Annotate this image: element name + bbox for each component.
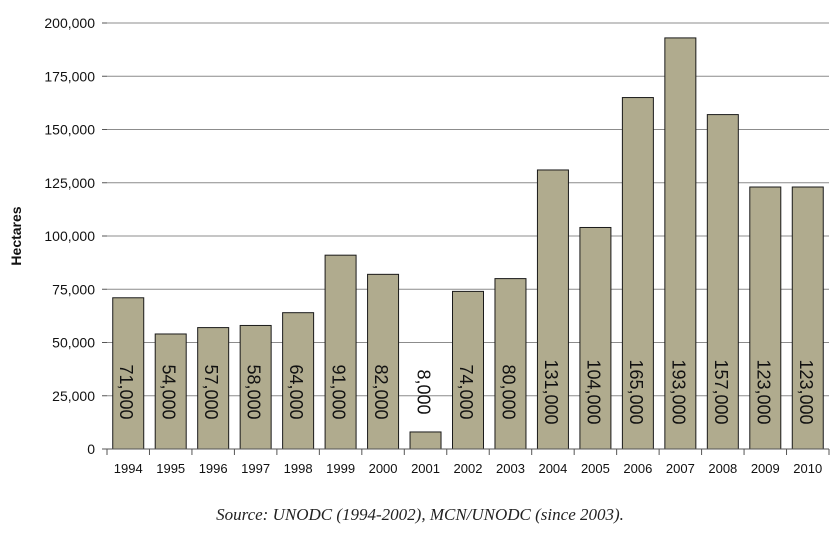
x-tick-label: 2008 [708,461,737,476]
data-label-1998: 64,000 [286,364,306,419]
data-label-1994: 71,000 [116,364,136,419]
y-axis-label: Hectares [8,206,24,265]
x-tick-label: 1998 [284,461,313,476]
x-tick-label: 2004 [538,461,567,476]
data-label-2007: 193,000 [668,359,688,424]
bar-2008 [706,114,739,450]
x-tick-label: 2010 [793,461,822,476]
y-tick-label: 175,000 [44,68,95,84]
bar-2004 [536,169,569,450]
data-label-2006: 165,000 [626,359,646,424]
y-axis-ticks: 0 25,000 50,000 75,000 100,000 125,000 150,000… [44,15,107,457]
bar-1998 [282,312,315,450]
bar-2009 [749,186,782,450]
data-label-1995: 54,000 [159,364,179,419]
bar-1996 [197,327,230,450]
source-note: Source: UNODC (1994-2002), MCN/UNODC (si… [216,505,624,524]
x-tick-label: 2001 [411,461,440,476]
y-tick-label: 200,000 [44,15,95,31]
data-labels: 71,000 54,000 57,000 58,000 64,000 91,000 82,0… [116,359,816,424]
data-label-2000: 82,000 [371,364,391,419]
bars [112,37,824,450]
data-label-1996: 57,000 [201,364,221,419]
x-tick-label: 2003 [496,461,525,476]
data-label-2009: 123,000 [753,359,773,424]
bar-2007 [664,37,697,450]
x-tick-label: 2006 [623,461,652,476]
x-tick-label: 1995 [156,461,185,476]
y-tick-label: 100,000 [44,228,95,244]
x-tick-label: 2000 [369,461,398,476]
data-label-2010: 123,000 [796,359,816,424]
bar-2000 [367,273,400,450]
bar-2005 [579,226,612,450]
y-tick-label: 0 [87,441,95,457]
bar-2003 [494,278,527,450]
y-tick-label: 50,000 [52,335,95,351]
y-tick-label: 125,000 [44,175,95,191]
data-label-2008: 157,000 [711,359,731,424]
bar-1994 [112,297,145,450]
x-axis-ticks: 1994 1995 1996 1997 1998 1999 2000 2001 2002 2003… [106,449,830,476]
data-label-2001: 8,000 [414,369,434,414]
data-label-2004: 131,000 [541,359,561,424]
data-label-2002: 74,000 [456,364,476,419]
chart: 71,000 54,000 57,000 58,000 64,000 91,000 82,0… [8,15,830,476]
data-label-1997: 58,000 [244,364,264,419]
bar-2002 [452,290,484,450]
data-label-2003: 80,000 [498,364,518,419]
x-tick-label: 2009 [751,461,780,476]
y-tick-label: 150,000 [44,122,95,138]
data-label-2005: 104,000 [583,359,603,424]
x-tick-label: 2007 [666,461,695,476]
x-tick-label: 1999 [326,461,355,476]
x-tick-label: 1994 [114,461,143,476]
data-label-1999: 91,000 [329,364,349,419]
x-tick-label: 1996 [199,461,228,476]
y-tick-label: 75,000 [52,281,95,297]
bar-2006 [621,97,654,450]
x-tick-label: 1997 [241,461,270,476]
bar-2010 [791,186,824,450]
x-tick-label: 2005 [581,461,610,476]
bar-1999 [324,254,357,450]
x-tick-label: 2002 [454,461,483,476]
bar-2001 [409,431,442,450]
bar-1997 [239,324,272,450]
y-tick-label: 25,000 [52,388,95,404]
